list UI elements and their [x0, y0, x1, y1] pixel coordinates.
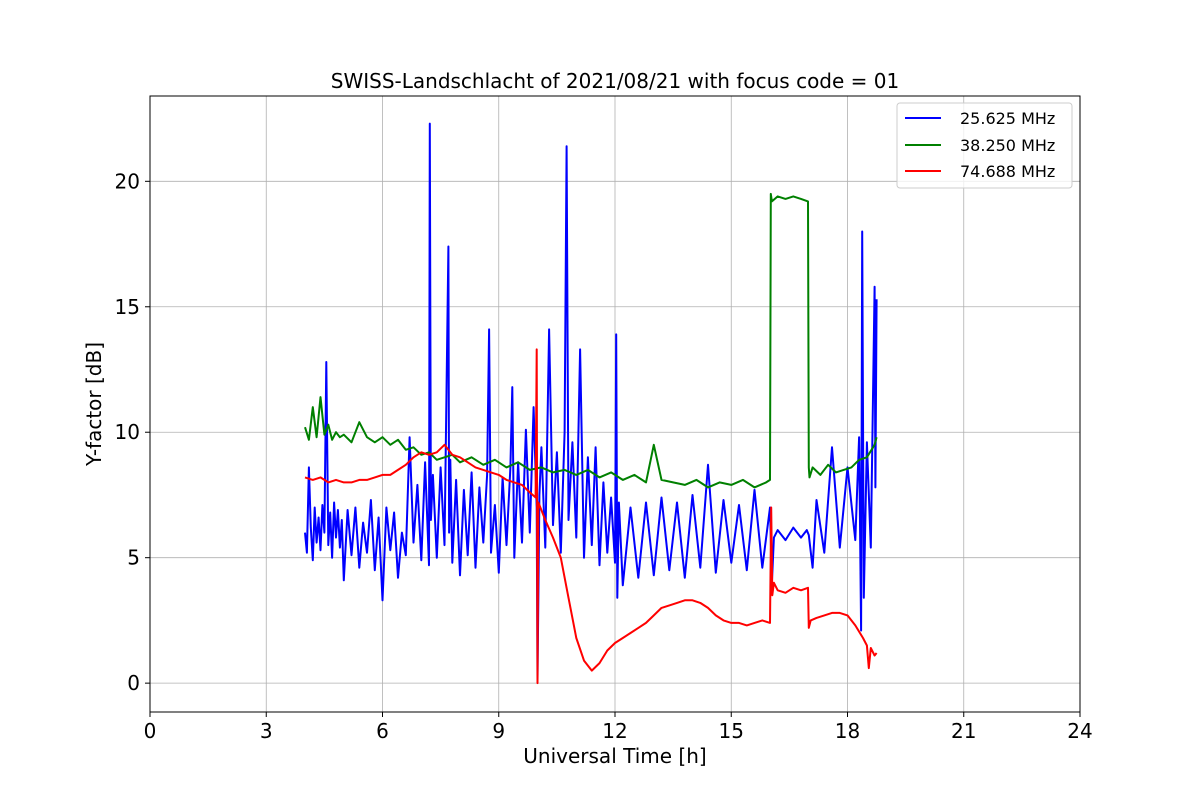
series-line-0 — [304, 122, 878, 682]
legend-entry-0: 25.625 MHz — [905, 109, 1055, 128]
x-axis-label: Universal Time [h] — [523, 744, 706, 768]
x-tick-label: 18 — [835, 719, 860, 743]
legend-box — [896, 102, 1073, 189]
x-tick-label: 21 — [951, 719, 976, 743]
y-axis-label: Y-factor [dB] — [82, 342, 106, 467]
x-tick-label: 24 — [1067, 719, 1092, 743]
x-tick-label: 3 — [260, 719, 273, 743]
series-line-1 — [304, 192, 878, 489]
chart-title: SWISS-Landschlacht of 2021/08/21 with fo… — [331, 69, 899, 93]
legend-entry-2: 74.688 MHz — [905, 162, 1055, 181]
x-tick-label: 9 — [492, 719, 505, 743]
y-tick-label: 0 — [127, 671, 140, 695]
legend-label-0: 25.625 MHz — [960, 109, 1055, 128]
x-tick-label: 6 — [376, 719, 389, 743]
y-tick-label: 5 — [127, 546, 140, 570]
legend-entry-1: 38.250 MHz — [905, 136, 1055, 155]
y-tick-label: 20 — [115, 169, 140, 193]
x-tick-label: 15 — [719, 719, 744, 743]
axis-ticks: 0 3 6 9 12 15 18 21 24 0 5 10 15 20 — [115, 169, 1093, 743]
x-tick-label: 0 — [144, 719, 157, 743]
legend-label-2: 74.688 MHz — [960, 162, 1055, 181]
plot-series — [304, 122, 878, 685]
legend: 25.625 MHz 38.250 MHz 74.688 MHz — [896, 102, 1073, 189]
legend-label-1: 38.250 MHz — [960, 136, 1055, 155]
series-line-2 — [304, 348, 878, 685]
y-tick-label: 10 — [115, 420, 140, 444]
x-tick-label: 12 — [602, 719, 627, 743]
y-tick-label: 15 — [115, 295, 140, 319]
